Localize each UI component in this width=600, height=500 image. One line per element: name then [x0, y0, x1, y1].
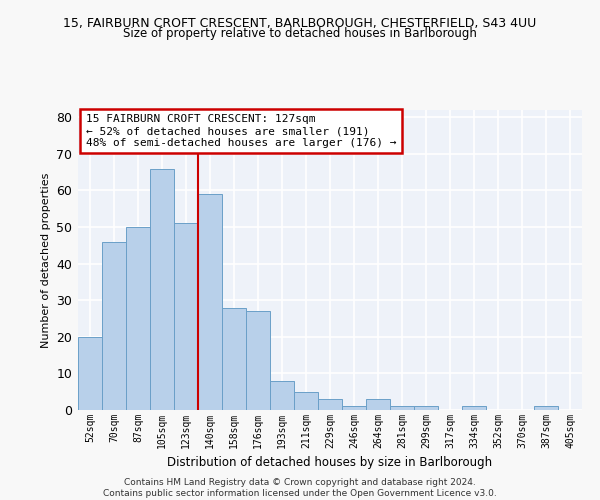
Bar	[246, 311, 270, 410]
Bar	[390, 406, 414, 410]
Bar	[150, 168, 174, 410]
Bar	[318, 399, 342, 410]
X-axis label: Distribution of detached houses by size in Barlborough: Distribution of detached houses by size …	[167, 456, 493, 469]
Text: 15 FAIRBURN CROFT CRESCENT: 127sqm
← 52% of detached houses are smaller (191)
48: 15 FAIRBURN CROFT CRESCENT: 127sqm ← 52%…	[86, 114, 396, 148]
Bar	[222, 308, 246, 410]
Bar	[270, 380, 294, 410]
Text: Contains HM Land Registry data © Crown copyright and database right 2024.
Contai: Contains HM Land Registry data © Crown c…	[103, 478, 497, 498]
Bar	[462, 406, 486, 410]
Bar	[174, 224, 198, 410]
Text: 15, FAIRBURN CROFT CRESCENT, BARLBOROUGH, CHESTERFIELD, S43 4UU: 15, FAIRBURN CROFT CRESCENT, BARLBOROUGH…	[64, 18, 536, 30]
Bar	[102, 242, 126, 410]
Bar	[342, 406, 366, 410]
Bar	[198, 194, 222, 410]
Bar	[78, 337, 102, 410]
Bar	[126, 227, 150, 410]
Bar	[294, 392, 318, 410]
Bar	[414, 406, 438, 410]
Bar	[534, 406, 558, 410]
Y-axis label: Number of detached properties: Number of detached properties	[41, 172, 51, 348]
Text: Size of property relative to detached houses in Barlborough: Size of property relative to detached ho…	[123, 28, 477, 40]
Bar	[366, 399, 390, 410]
